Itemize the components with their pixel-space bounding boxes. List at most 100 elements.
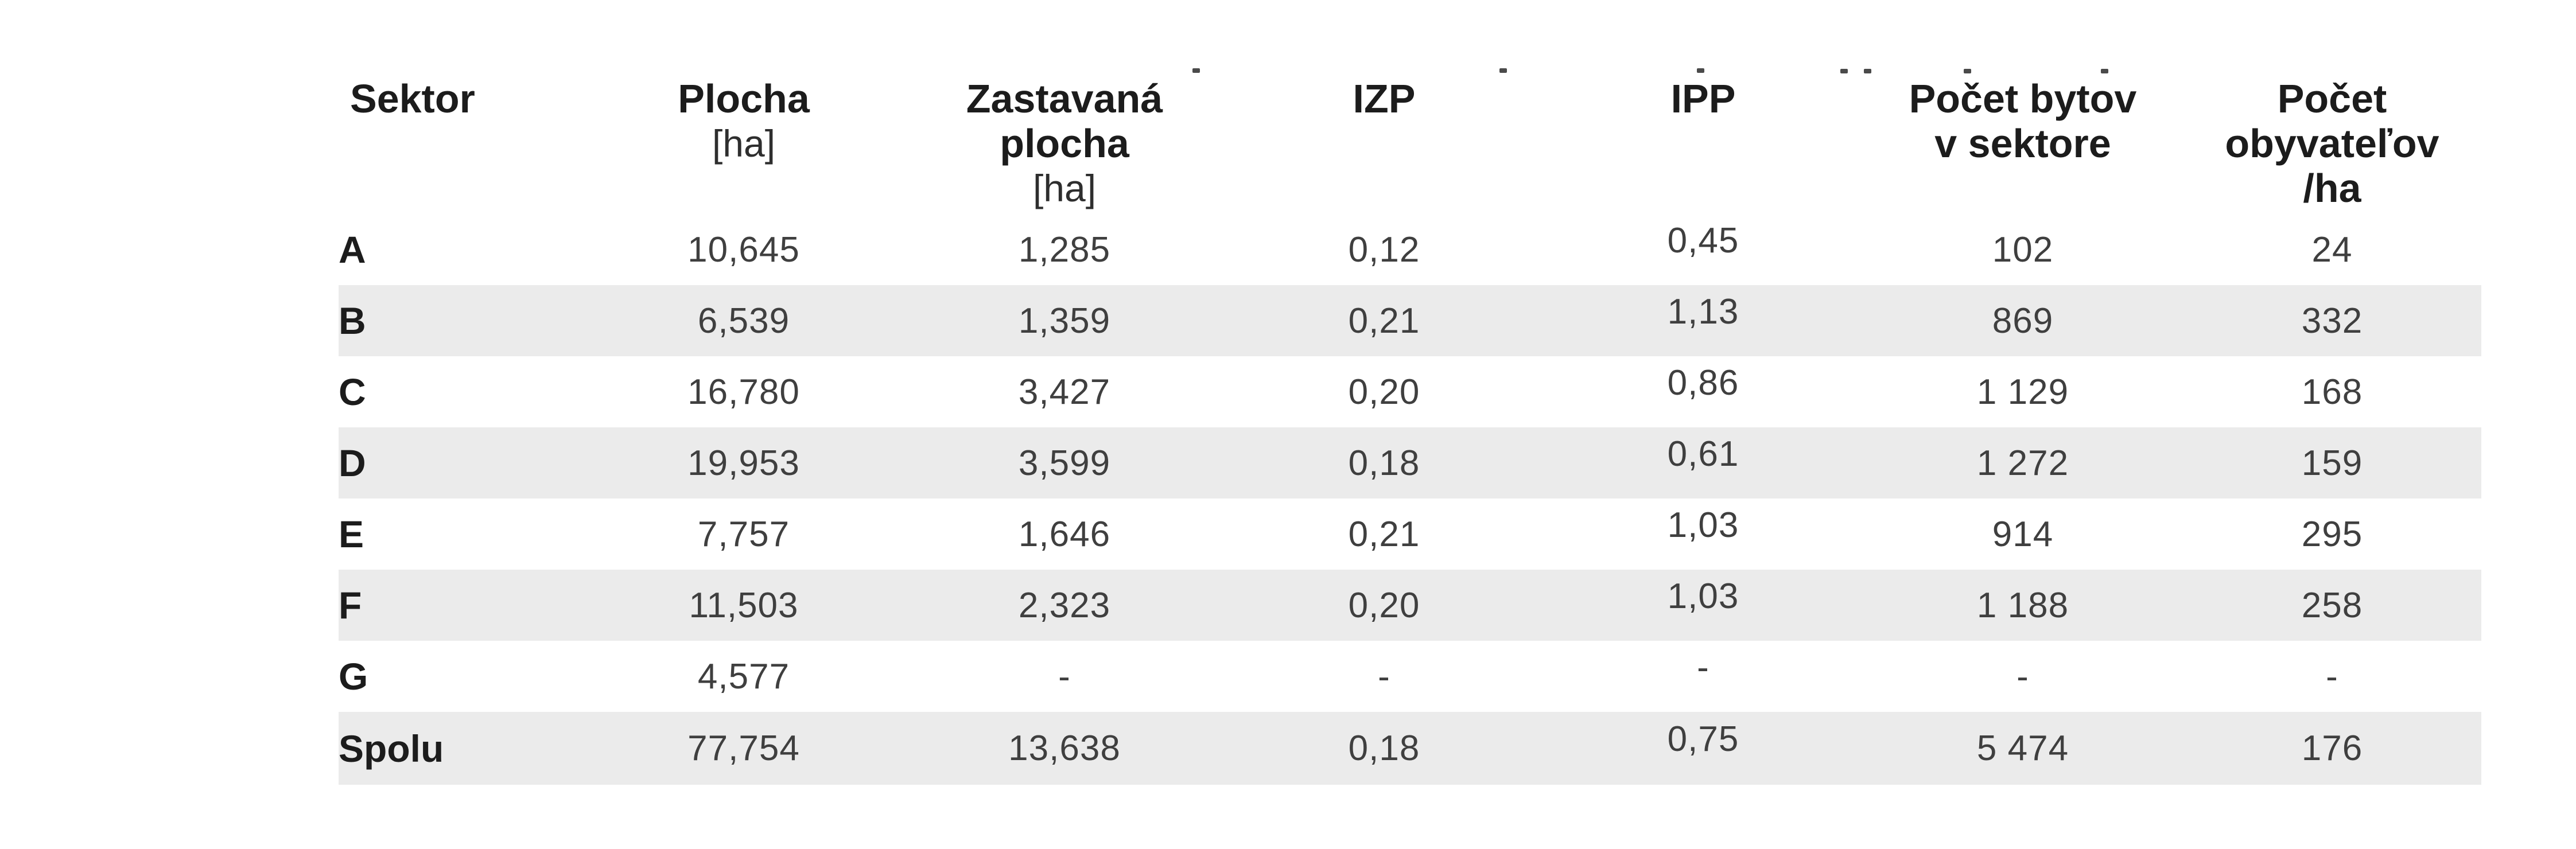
cell-plocha: 16,780 (687, 372, 800, 412)
col-header-pocet-obyvatelov: Počet obyvateľov/ha (2183, 76, 2481, 214)
sektor-label: E (339, 513, 364, 555)
cell-zastavana: 3,427 (1018, 372, 1111, 412)
cell-ipp-value: 1,13 (1667, 291, 1739, 332)
table-row-f: F 11,503 2,323 0,20 1,03 1 188 258 (339, 570, 2481, 641)
col-header-ipp: IPP (1544, 76, 1863, 214)
cell-zastavana: 1,359 (1018, 301, 1111, 341)
cell-ipp-value: 0,75 (1667, 719, 1739, 759)
clipped-descender-dot (2101, 69, 2108, 73)
col-header-izp: IZP (1225, 76, 1544, 214)
sektor-label: A (339, 228, 366, 271)
cell-ipp-value: 0,86 (1667, 363, 1739, 403)
cell-izp: 0,18 (1348, 729, 1420, 768)
cell-zastavana: - (1058, 656, 1071, 696)
cell-ipp-value: 1,03 (1667, 576, 1739, 616)
sektor-label: D (339, 442, 366, 484)
cell-izp: 0,12 (1348, 229, 1420, 270)
clipped-descender-dot (1964, 69, 1971, 73)
cell-pocet-bytov: 1 272 (1976, 443, 2069, 483)
clipped-descender-dot (1499, 68, 1507, 73)
table-row-b: B 6,539 1,359 0,21 1,13 869 332 (339, 285, 2481, 356)
col-header-plocha: Plocha [ha] (583, 76, 904, 214)
cell-zastavana: 3,599 (1018, 443, 1111, 483)
cell-ipp: 0,61 (1544, 427, 1863, 499)
cell-pocet-obyvatelov: 295 (2301, 514, 2363, 554)
sektor-label: F (339, 584, 362, 626)
cell-izp: 0,21 (1348, 514, 1420, 554)
total-label: Spolu (339, 727, 444, 770)
table-row-total: Spolu 77,754 13,638 0,18 0,75 5 474 176 (339, 712, 2481, 785)
cell-pocet-bytov: 102 (1992, 229, 2054, 270)
cell-pocet-obyvatelov: - (2326, 656, 2338, 696)
cell-izp: - (1378, 656, 1390, 696)
header-label-line: obyvateľov (2225, 121, 2439, 166)
clipped-descender-dot (1840, 69, 1848, 73)
header-label-line: Sektor (350, 76, 475, 121)
cell-ipp-value: - (1697, 647, 1709, 687)
table-row-g: G 4,577 - - - - - (339, 641, 2481, 712)
cell-pocet-bytov: 5 474 (1976, 729, 2069, 768)
cell-pocet-obyvatelov: 168 (2301, 372, 2363, 412)
cell-izp: 0,18 (1348, 443, 1420, 483)
header-label-line: IZP (1353, 76, 1416, 121)
cell-ipp-value: 0,61 (1667, 434, 1739, 474)
table-row-e: E 7,757 1,646 0,21 1,03 914 295 (339, 499, 2481, 570)
header-unit-line: [ha] (712, 122, 776, 165)
cell-plocha: 77,754 (687, 729, 800, 768)
cell-ipp: - (1544, 641, 1863, 712)
cell-plocha: 10,645 (687, 229, 800, 270)
header-label-line: plocha (1000, 121, 1129, 166)
cell-ipp: 0,75 (1544, 712, 1863, 785)
header-label-line: Počet (2277, 76, 2387, 121)
cell-pocet-obyvatelov: 332 (2301, 301, 2363, 341)
sektor-label: G (339, 655, 368, 698)
cell-plocha: 7,757 (697, 514, 790, 554)
clipped-descender-dot (1697, 68, 1704, 73)
cell-izp: 0,21 (1348, 301, 1420, 341)
cell-ipp: 0,86 (1544, 356, 1863, 427)
table-body: A 10,645 1,285 0,12 0,45 102 24 B 6,539 1,359 0,21… (339, 214, 2481, 785)
cell-plocha: 19,953 (687, 443, 800, 483)
header-label-line: Počet bytov (1909, 76, 2137, 121)
header-label-line: IPP (1670, 76, 1736, 121)
header-label-line: Zastavaná (966, 76, 1163, 121)
col-header-sektor: Sektor (339, 76, 583, 214)
cell-ipp-value: 0,45 (1667, 220, 1739, 260)
clipped-descender-dot (1192, 68, 1200, 73)
cell-zastavana: 13,638 (1008, 729, 1121, 768)
cell-zastavana: 2,323 (1018, 585, 1111, 625)
cell-izp: 0,20 (1348, 585, 1420, 625)
cell-pocet-obyvatelov: 159 (2301, 443, 2363, 483)
cell-pocet-bytov: 914 (1992, 514, 2054, 554)
table-row-a: A 10,645 1,285 0,12 0,45 102 24 (339, 214, 2481, 285)
cell-ipp: 1,03 (1544, 499, 1863, 570)
cell-ipp: 1,13 (1544, 285, 1863, 356)
cell-ipp-value: 1,03 (1667, 505, 1739, 545)
cell-plocha: 11,503 (689, 585, 799, 625)
col-header-pocet-bytov: Počet bytov v sektore (1863, 76, 2183, 214)
cell-plocha: 4,577 (697, 656, 790, 696)
cell-pocet-obyvatelov: 258 (2301, 585, 2363, 625)
header-label-line: Plocha (678, 76, 810, 121)
sektor-label: C (339, 371, 366, 413)
cell-ipp: 0,45 (1544, 214, 1863, 285)
table-row-d: D 19,953 3,599 0,18 0,61 1 272 159 (339, 427, 2481, 499)
header-label-line: /ha (2303, 166, 2361, 211)
cell-pocet-bytov: 1 129 (1976, 372, 2069, 412)
table-header-row: Sektor Plocha [ha] Zastavaná plocha [ha] IZP IP… (339, 76, 2481, 214)
cell-pocet-bytov: 869 (1992, 301, 2054, 341)
cell-pocet-obyvatelov: 176 (2301, 729, 2363, 768)
sektor-label: B (339, 299, 366, 342)
cell-pocet-obyvatelov: 24 (2311, 229, 2353, 270)
cell-zastavana: 1,646 (1018, 514, 1111, 554)
cell-pocet-bytov: - (2016, 656, 2029, 696)
table-header: Sektor Plocha [ha] Zastavaná plocha [ha] IZP IP… (339, 76, 2481, 214)
table-row-c: C 16,780 3,427 0,20 0,86 1 129 168 (339, 356, 2481, 427)
header-label-line: v sektore (1934, 121, 2111, 166)
clipped-descender-dot (1864, 69, 1871, 73)
sector-table: Sektor Plocha [ha] Zastavaná plocha [ha] IZP IP… (339, 76, 2481, 785)
cell-pocet-bytov: 1 188 (1976, 585, 2069, 625)
sector-table-wrap: Sektor Plocha [ha] Zastavaná plocha [ha] IZP IP… (339, 76, 2481, 785)
cell-ipp: 1,03 (1544, 570, 1863, 641)
